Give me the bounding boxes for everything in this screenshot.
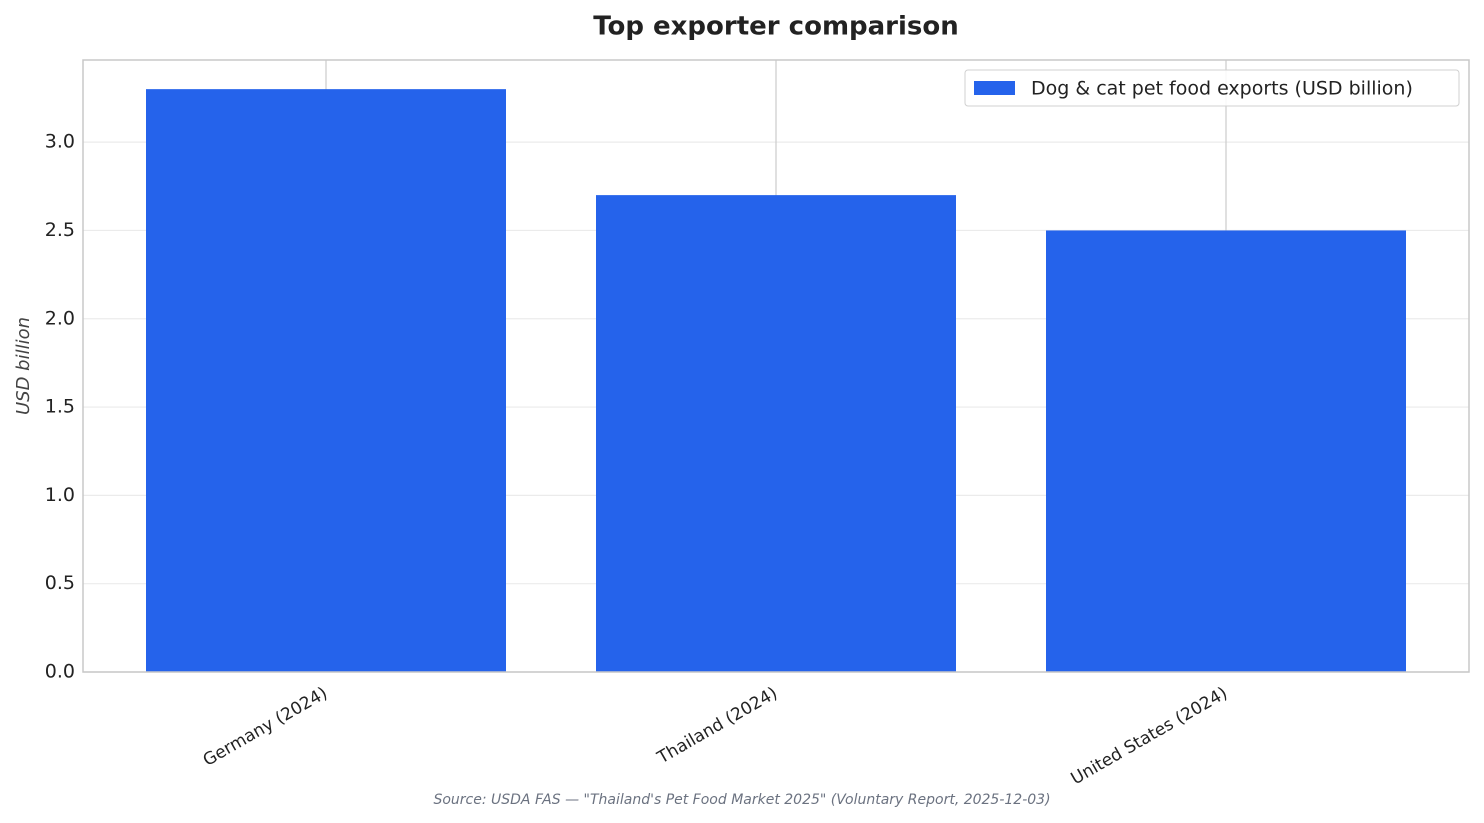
y-tick-label: 1.5 xyxy=(45,396,75,418)
y-tick-label: 0.5 xyxy=(45,572,75,594)
source-note: Source: USDA FAS — "Thailand's Pet Food … xyxy=(433,792,1050,808)
plot-frame xyxy=(82,59,1470,673)
y-tick-label: 2.0 xyxy=(45,307,75,329)
y-tick-label: 2.5 xyxy=(45,219,75,241)
y-tick-label: 0.0 xyxy=(45,661,75,683)
legend-label: Dog & cat pet food exports (USD billion) xyxy=(1031,78,1413,100)
x-tick-label: Germany (2024) xyxy=(200,683,331,770)
x-tick-label: United States (2024) xyxy=(1068,683,1231,789)
bar xyxy=(596,195,956,672)
legend-swatch xyxy=(974,81,1015,95)
legend-box xyxy=(964,69,1460,107)
y-tick-label: 3.0 xyxy=(45,131,75,153)
x-tick-label: Thailand (2024) xyxy=(653,683,781,768)
y-tick-label: 1.0 xyxy=(45,484,75,506)
bar xyxy=(1046,230,1406,672)
bar xyxy=(146,89,506,672)
y-axis-label: USD billion xyxy=(13,317,34,415)
chart-title: Top exporter comparison xyxy=(593,12,959,42)
